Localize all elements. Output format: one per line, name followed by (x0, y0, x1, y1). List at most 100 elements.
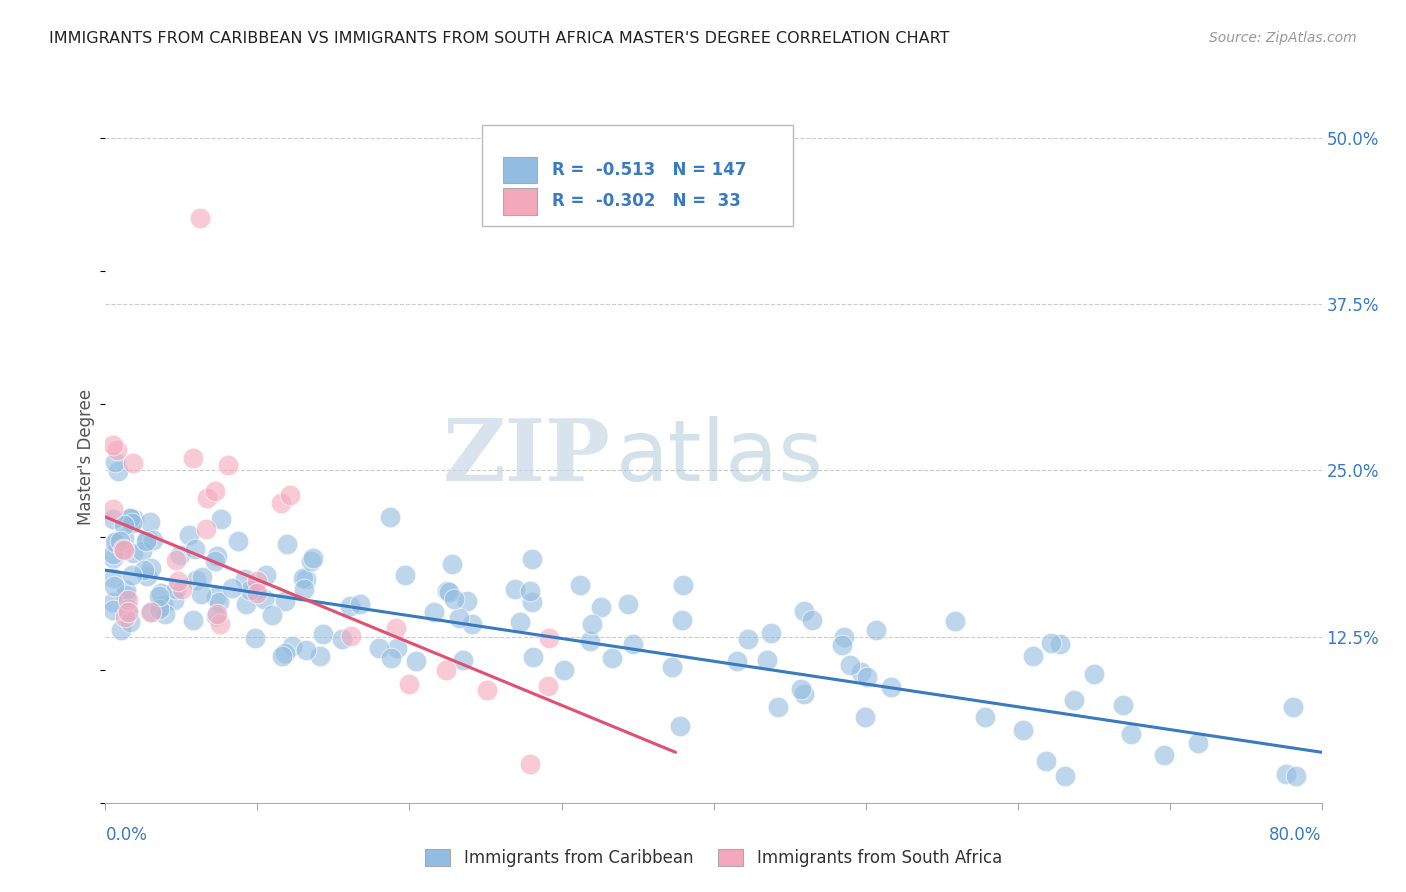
Point (163, 593, 186, 607)
Point (107, 443, 129, 458)
Point (294, 643, 316, 657)
Point (101, 437, 124, 451)
Point (104, 455, 127, 469)
Point (271, 648, 294, 663)
Point (184, 542, 207, 557)
Point (221, 581, 243, 595)
Point (181, 450, 204, 465)
Point (270, 496, 292, 510)
Point (1063, 693, 1085, 707)
Point (117, 605, 139, 619)
Point (1053, 769, 1076, 783)
Point (617, 598, 640, 612)
Point (121, 516, 143, 531)
Point (880, 680, 903, 694)
Point (522, 650, 544, 665)
Point (668, 719, 690, 733)
Point (204, 554, 226, 568)
Point (195, 491, 218, 506)
Point (460, 616, 482, 631)
Point (172, 582, 194, 597)
Point (405, 654, 427, 668)
Point (101, 501, 124, 516)
Point (274, 594, 297, 608)
Point (112, 531, 135, 545)
Point (1011, 723, 1033, 737)
Point (725, 654, 748, 668)
Point (121, 568, 143, 582)
Point (1187, 736, 1209, 750)
Point (209, 617, 232, 632)
Point (209, 512, 232, 526)
Point (443, 592, 465, 607)
Point (131, 544, 153, 558)
Point (1035, 754, 1057, 768)
Point (671, 577, 693, 591)
Point (299, 554, 322, 568)
Point (177, 528, 200, 542)
Point (568, 578, 591, 592)
Point (602, 651, 624, 665)
Point (118, 510, 141, 524)
Point (112, 517, 135, 532)
Point (368, 641, 391, 656)
Point (339, 599, 361, 614)
Point (138, 515, 160, 529)
Point (110, 534, 132, 549)
Point (117, 592, 139, 607)
Point (856, 670, 879, 684)
Point (152, 598, 174, 612)
Point (132, 563, 155, 577)
FancyBboxPatch shape (503, 157, 537, 184)
Point (291, 571, 314, 585)
Point (1281, 699, 1303, 714)
Point (274, 646, 297, 660)
Point (974, 710, 997, 724)
Point (793, 603, 815, 617)
Text: atlas: atlas (616, 416, 824, 499)
Point (519, 583, 541, 598)
Point (121, 456, 143, 470)
Point (245, 631, 267, 645)
Point (208, 595, 231, 609)
Point (111, 542, 134, 557)
Point (509, 615, 531, 629)
Point (190, 570, 212, 584)
Point (1083, 666, 1105, 681)
Text: R =  -0.302   N =  33: R = -0.302 N = 33 (551, 193, 741, 211)
Point (205, 609, 228, 624)
Point (104, 535, 127, 549)
Text: R =  -0.513   N = 147: R = -0.513 N = 147 (551, 161, 747, 179)
Point (295, 572, 318, 586)
Point (661, 660, 683, 674)
Point (537, 631, 560, 645)
Point (853, 710, 876, 724)
Point (1022, 648, 1045, 663)
Point (800, 613, 823, 627)
Point (101, 547, 124, 561)
Text: Source: ZipAtlas.com: Source: ZipAtlas.com (1209, 31, 1357, 45)
Point (207, 607, 229, 622)
Point (190, 587, 212, 601)
Text: 80.0%: 80.0% (1270, 826, 1322, 844)
Point (865, 624, 887, 638)
Point (449, 611, 471, 625)
Point (105, 534, 128, 549)
Point (188, 211, 211, 225)
Point (281, 640, 304, 654)
Point (1119, 727, 1142, 741)
Point (380, 651, 402, 665)
Point (136, 533, 159, 547)
Point (330, 632, 353, 646)
Point (107, 464, 129, 478)
Point (943, 615, 966, 629)
Point (204, 484, 226, 499)
Point (238, 583, 260, 598)
Point (1049, 637, 1071, 651)
Point (440, 557, 463, 571)
Point (671, 613, 693, 627)
Point (394, 567, 416, 582)
Point (793, 687, 815, 701)
Point (155, 607, 177, 621)
Point (312, 627, 335, 641)
